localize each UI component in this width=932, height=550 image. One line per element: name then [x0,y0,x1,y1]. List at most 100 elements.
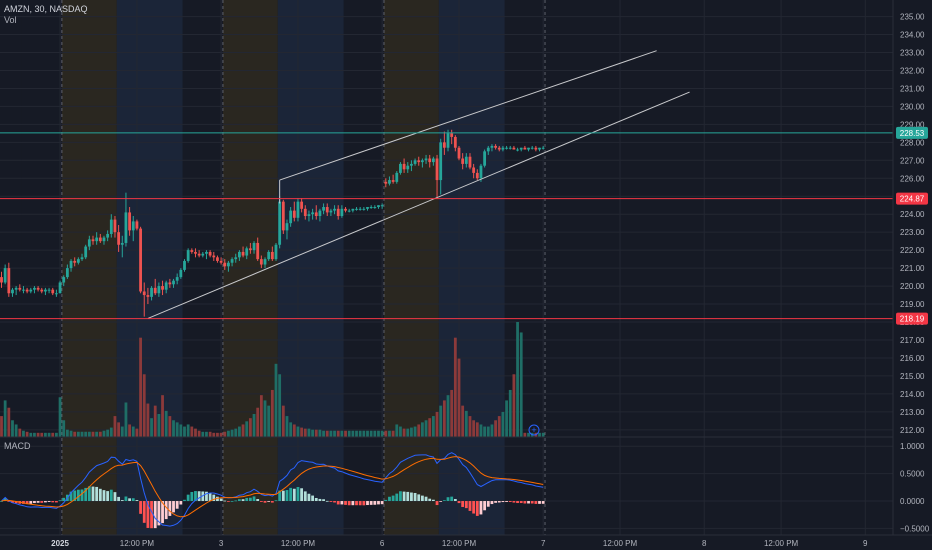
volume-bars [0,322,545,437]
time-tick-label: 12:00 PM [442,539,477,548]
price-tick-label: 230.00 [900,102,925,111]
add-alert-button[interactable]: + [528,424,540,436]
macd-histogram-bar [95,486,99,502]
drawings[interactable] [0,50,893,320]
candle-body [541,147,545,149]
macd-histogram-bar [490,501,494,505]
candle-body [142,291,146,296]
macd-histogram-bar [216,496,219,502]
macd-histogram-bar [292,488,296,502]
macd-histogram-bar [399,491,402,502]
macd-histogram-bar [523,501,527,504]
price-tick-label: 232.00 [900,66,925,75]
symbol-label[interactable]: AMZN, 30, NASDAQ [4,4,88,14]
volume-bar [439,405,443,437]
macd-histogram-bar [135,500,139,502]
volume-bar [150,418,153,437]
macd-histogram-bar [300,488,304,502]
volume-bar [212,432,216,437]
time-tick-label: 8 [702,539,707,548]
macd-histogram-bar [358,501,362,506]
volume-bar [238,426,241,437]
candle-body [391,180,395,182]
macd-histogram-bar [274,500,278,502]
volume-bar [186,424,190,437]
macd-histogram-bar [168,501,172,516]
candle-body [238,251,241,258]
candle-body [135,221,139,229]
volume-bar [14,424,18,437]
macd-histogram-bar [76,489,80,502]
candle-body [164,282,168,290]
macd-histogram-bar [98,488,102,502]
candle-body [36,287,40,290]
macd-histogram-bar [512,501,516,503]
macd-histogram-bar [442,500,446,502]
macd-histogram-bar [483,501,487,511]
volume-bar [406,428,410,437]
macd-histogram-bar [230,500,234,502]
volume-bar [230,429,234,437]
macd-histogram-bar [146,501,150,528]
macd-histogram-bar [325,500,329,502]
session-band [504,0,546,535]
macd-histogram-bar [11,501,14,503]
macd-histogram-bar [73,490,77,502]
volume-bar [391,430,395,437]
macd-histogram-bar [172,501,175,513]
volume-bar [175,422,179,437]
candle-body [227,262,230,267]
candle-body [424,158,428,161]
macd-histogram-bar [69,491,73,502]
volume-bar [113,416,117,437]
macd-histogram-bar [179,501,183,505]
candle-body [358,208,362,210]
candle-body [179,269,183,278]
candle-body [534,147,538,150]
candle-body [431,158,435,163]
macd-histogram-bar [468,501,472,511]
volume-bar [442,400,446,437]
macd-histogram-bar [3,498,7,502]
candle-body [347,210,351,212]
macd-histogram-bar [461,501,465,507]
session-band [343,0,384,535]
candle-body [486,147,490,152]
volume-label[interactable]: Vol [4,15,17,25]
candle-body [190,250,194,252]
time-axis[interactable]: 2025 12:00 PM 3 12:00 PM 6 12:00 PM 7 12:00 PM 8… [0,534,932,550]
price-tick-label: 217.00 [900,336,925,345]
price-tick-label: 233.00 [900,49,925,58]
price-tick-label: 215.00 [900,372,925,381]
candle-body [472,167,476,173]
volume-bar [216,432,219,437]
candle-body [51,289,55,294]
volume-bar [256,407,260,437]
candle-body [366,207,369,209]
volume-bar [292,424,296,437]
macd-histogram-bar [497,501,501,503]
macd-histogram-bar [402,491,406,502]
candle-body [399,163,402,173]
price-tick-label: 222.00 [900,246,925,255]
macd-histogram-bar [505,501,508,502]
signal-line [1,456,544,518]
volume-bar [252,414,256,437]
macd-label[interactable]: MACD [4,441,31,451]
candle-body [519,147,523,150]
volume-bar [120,426,124,437]
price-axis-bg [893,0,932,550]
session-band [438,0,505,535]
volume-bar [435,411,439,437]
macd-histogram-bar [424,496,428,502]
macd-histogram-bar [161,501,164,524]
macd-tick-label: −0.5000 [900,524,930,533]
candles[interactable] [0,129,545,317]
macd-histogram-bar [435,501,439,506]
price-axis[interactable]: 235.00 234.00 233.00 232.00 231.00 230.00 229.… [892,0,932,550]
macd-histogram-bar [508,501,512,503]
time-tick-label: 12:00 PM [281,539,316,548]
volume-bar [219,432,223,437]
candle-body [230,259,234,263]
